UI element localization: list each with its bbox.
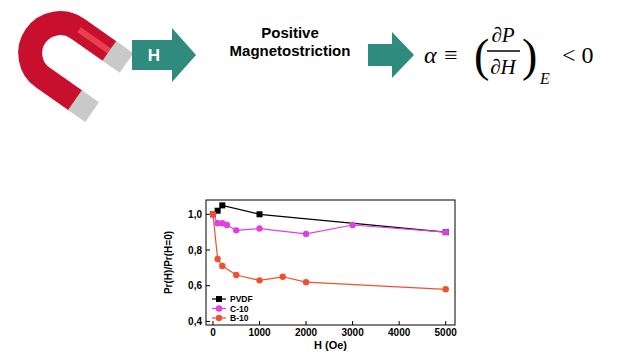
canvas: H PositiveMagnetostriction α ≡ (∂P ∂H)E < 0 0 1… — [0, 0, 644, 354]
legend-marker — [216, 296, 222, 302]
y-tick — [206, 214, 210, 215]
x-tick — [212, 321, 213, 325]
magnet-icon — [18, 11, 126, 112]
y-tick-label: 0,8 — [188, 245, 202, 256]
series-line — [213, 214, 446, 289]
magnet-shine — [79, 30, 110, 52]
y-tick — [206, 321, 210, 322]
data-point — [210, 211, 216, 217]
data-point — [233, 227, 239, 233]
magnet-tip — [109, 51, 126, 63]
y-tick — [206, 285, 210, 286]
data-point — [219, 263, 225, 269]
formula-lhs: α ≡ — [424, 42, 459, 68]
data-point — [219, 202, 225, 208]
x-tick — [399, 321, 400, 325]
legend-label: C-10 — [230, 304, 249, 314]
x-tick-label: 0 — [210, 327, 216, 338]
data-point — [442, 286, 448, 292]
step-label-line: Magnetostriction — [230, 42, 351, 59]
x-tick-label: 1000 — [248, 327, 271, 338]
magnet-tip — [75, 100, 92, 112]
magnet-body — [18, 11, 110, 100]
data-point — [443, 229, 449, 235]
formula-numerator: ∂P — [491, 23, 514, 47]
y-tick-label: 0,6 — [188, 280, 202, 291]
x-tick-label: 5000 — [435, 327, 458, 338]
y-tick-label: 0,4 — [188, 316, 202, 327]
legend-label: B-10 — [230, 313, 249, 323]
plot-marks — [210, 202, 449, 292]
data-point — [280, 274, 286, 280]
data-point — [303, 231, 309, 237]
data-point — [303, 279, 309, 285]
y-tick — [206, 250, 210, 251]
x-tick-label: 3000 — [341, 327, 364, 338]
x-tick-label: 2000 — [295, 327, 318, 338]
arrow — [132, 28, 196, 82]
legend: PVDFC-10B-10 — [212, 294, 253, 323]
series-line — [213, 205, 446, 232]
formula-close: ) — [522, 30, 537, 81]
data-point — [256, 277, 262, 283]
data-point — [257, 211, 263, 217]
x-tick-label: 4000 — [388, 327, 411, 338]
formula-subscript: E — [539, 70, 550, 87]
data-point — [214, 256, 220, 262]
arrow — [368, 32, 414, 78]
data-point — [442, 229, 448, 235]
legend-label: PVDF — [230, 294, 253, 304]
x-tick — [445, 321, 446, 325]
data-point — [224, 222, 230, 228]
arrow-label: H — [148, 46, 160, 65]
step-label: PositiveMagnetostriction — [230, 24, 351, 59]
x-axis-title: H (Oe) — [314, 339, 347, 351]
series-line — [213, 214, 446, 234]
formula-open: ( — [474, 30, 489, 81]
fraction-bar — [487, 50, 520, 51]
legend-marker — [216, 315, 222, 321]
step-label-line: Positive — [261, 24, 319, 41]
x-tick — [352, 321, 353, 325]
data-point — [233, 272, 239, 278]
formula-denominator: ∂H — [490, 55, 517, 79]
legend-marker — [216, 305, 222, 311]
x-tick — [306, 321, 307, 325]
y-tick-label: 1,0 — [188, 209, 202, 220]
data-point — [349, 222, 355, 228]
data-point — [256, 225, 262, 231]
data-point — [210, 211, 216, 217]
x-tick — [259, 321, 260, 325]
y-axis-title: Pr(H)/Pr(H=0) — [163, 231, 174, 294]
data-point — [210, 211, 216, 217]
formula-rhs: < 0 — [562, 42, 594, 68]
plot-frame — [206, 200, 455, 325]
